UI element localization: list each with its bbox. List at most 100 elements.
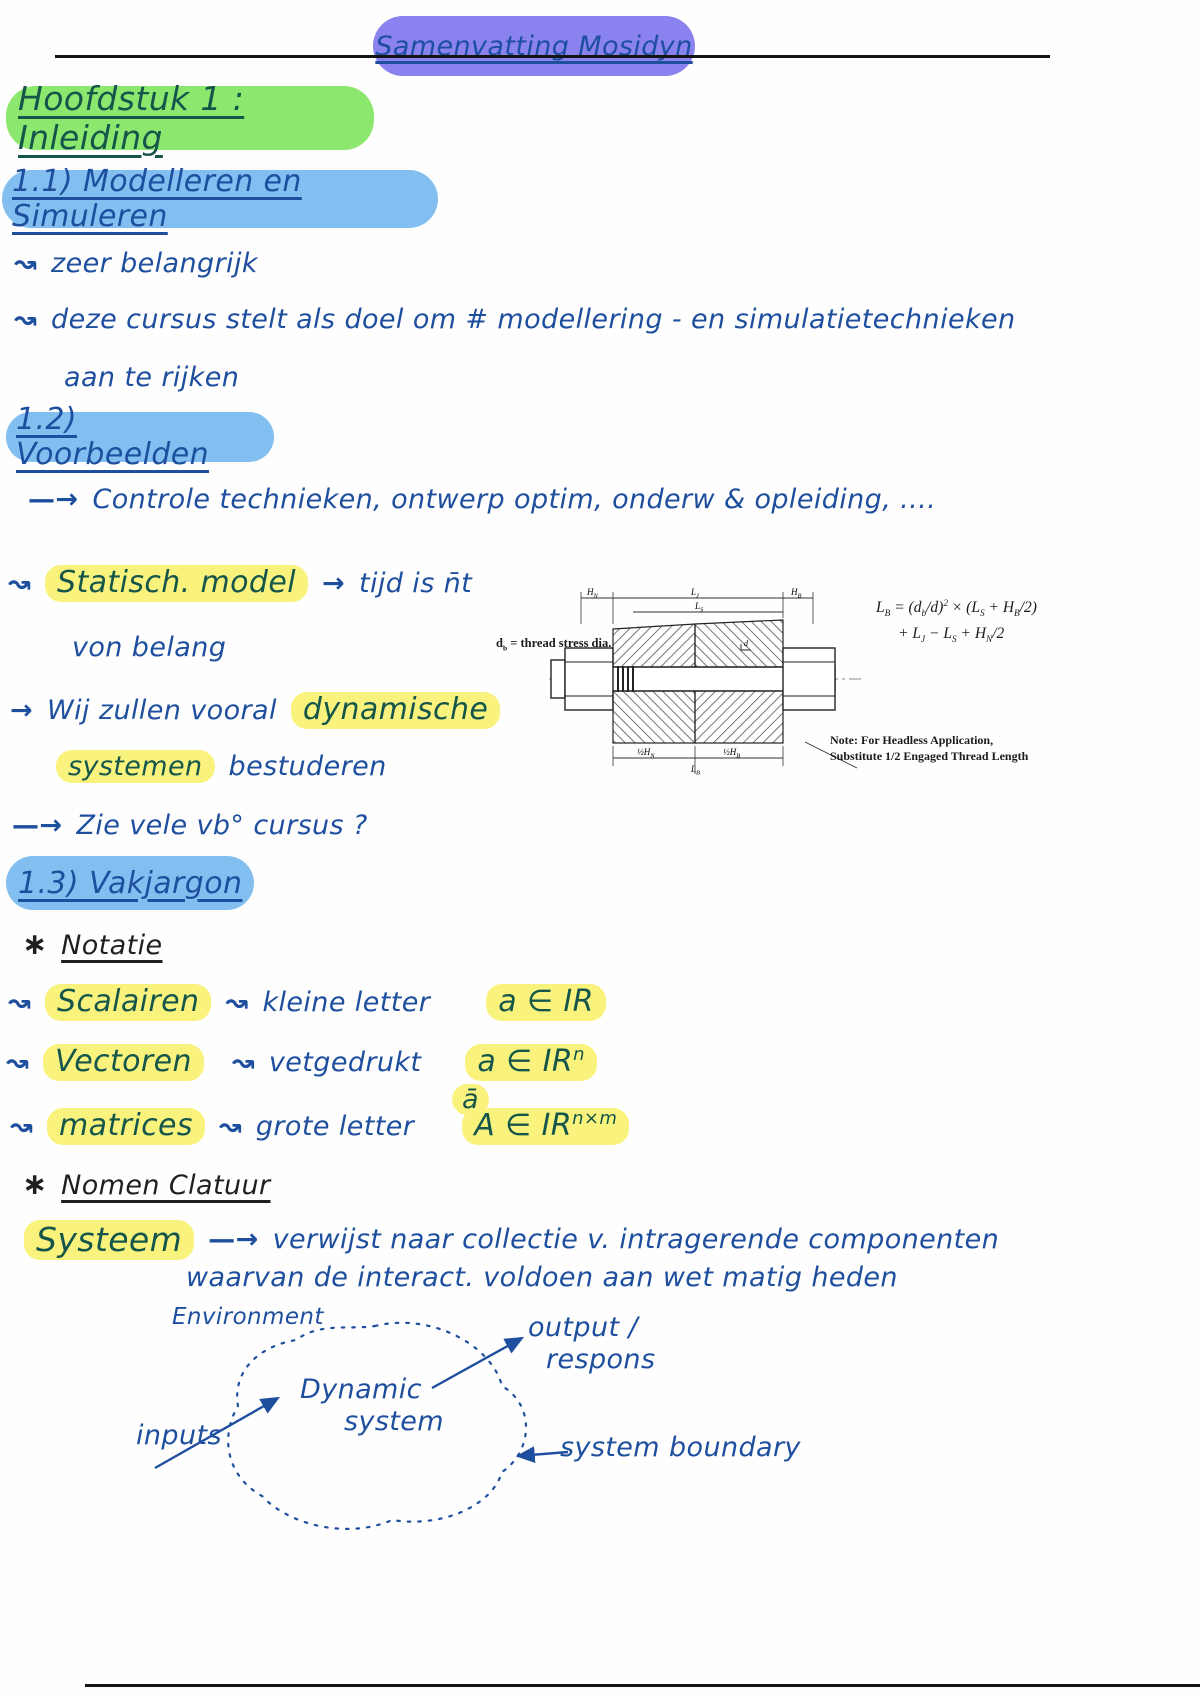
bullet-text: Zie vele vb° cursus ?: [76, 810, 368, 841]
highlight-dynamische: dynamische: [290, 692, 501, 729]
formula-line-1: LB = (db/d)2 × (LS + HB/2): [876, 598, 1037, 620]
wavy-arrow-icon: ↝: [10, 1110, 34, 1142]
bullet-text: Controle technieken, ontwerp optim, onde…: [92, 484, 937, 515]
row-systeem: Systeem —→ verwijst naar collectie v. in…: [24, 1220, 999, 1260]
bullet-zeer-belangrijk: ↝ zeer belangrijk: [14, 248, 258, 279]
output-arrow: [431, 1336, 525, 1390]
highlight-systeem: Systeem: [24, 1220, 195, 1260]
figure-note-line-1: Note: For Headless Application,: [830, 733, 994, 747]
thread-stress-label: db = thread stress dia.: [496, 636, 611, 653]
nomenclatuur-label: Nomen Clatuur: [61, 1169, 271, 1201]
section-1-2-heading: 1.2) Voorbeelden: [16, 402, 210, 472]
section-1-1-heading: 1.1) Modelleren en Simuleren: [12, 164, 302, 234]
thread-label-sub: b: [502, 643, 508, 653]
chapter-heading-highlight: Hoofdstuk 1 : Inleiding: [6, 79, 374, 157]
vectoren-math: a ∈ IRn: [465, 1044, 597, 1081]
section-1-3-heading: 1.3) Vakjargon: [18, 865, 243, 901]
scalairen-math: a ∈ IR: [486, 984, 606, 1021]
vectoren-math-sup: n: [573, 1044, 585, 1065]
section-1-1-heading-highlight: 1.1) Modelleren en Simuleren: [2, 164, 438, 234]
matrices-math-sup: n×m: [572, 1108, 618, 1129]
page-title-highlight: Samenvatting Mosidyn: [373, 16, 695, 76]
bolt-joint-drawing: HN LJ HB LS d ½HN ½HB LB: [549, 587, 861, 777]
dim-label-lb: LB: [690, 764, 700, 777]
boundary-pointer-arrow: [515, 1446, 569, 1464]
dim-label-half-hn: ½HN: [637, 747, 655, 760]
dim-label-lj: LJ: [690, 587, 700, 600]
bottom-rule: [85, 1684, 1200, 1687]
bolt-head: [564, 647, 614, 711]
thread-label-rest: = thread stress dia.: [507, 636, 612, 650]
matrices-desc: grote letter: [255, 1110, 415, 1142]
vectoren-math-base: a ∈ IR: [477, 1044, 574, 1079]
long-arrow-icon: —→: [12, 810, 63, 841]
sketch-output-label-1: output /: [528, 1312, 638, 1343]
plate-bottom-left: [612, 690, 696, 744]
sketch-boundary-label: system boundary: [560, 1432, 801, 1463]
section-1-3-heading-highlight: 1.3) Vakjargon: [6, 856, 254, 910]
d-bracket: [740, 644, 751, 651]
inputs-arrow: [154, 1396, 281, 1470]
dim-label-ls: LS: [694, 601, 704, 614]
nomenclatuur-heading: ∗ Nomen Clatuur: [22, 1167, 271, 1203]
vectoren-desc: vetgedrukt: [268, 1046, 422, 1078]
bullet-statisch-model: ↝ Statisch. model → tijd is n̄t: [8, 565, 472, 602]
arrow-icon: →: [321, 567, 345, 599]
dim-label-half-hb: ½HB: [723, 747, 740, 760]
asterisk-icon: ∗: [22, 1167, 48, 1202]
wavy-arrow-icon: ↝: [8, 986, 32, 1018]
bullet-text: zeer belangrijk: [51, 248, 258, 279]
system-boundary-sketch: [154, 1321, 569, 1530]
bullet-voorbeelden-lijst: —→ Controle technieken, ontwerp optim, o…: [28, 484, 936, 515]
bullet-text: tijd is n̄t: [358, 567, 473, 599]
wavy-arrow-icon: ↝: [14, 248, 38, 279]
bullet-statisch-model-cont: von belang: [72, 632, 227, 663]
bullet-dynamische: → Wij zullen vooral dynamische: [10, 692, 501, 729]
dim-label-d: d: [744, 639, 749, 648]
row-scalairen: ↝ Scalairen ↝ kleine letter a ∈ IR: [8, 984, 606, 1021]
plate-top-right: [694, 619, 784, 668]
wavy-arrow-icon: ↝: [218, 1110, 242, 1142]
highlight-statisch-model: Statisch. model: [45, 565, 308, 602]
nut: [782, 647, 836, 711]
plate-top-left: [612, 623, 696, 668]
asterisk-icon: ∗: [22, 927, 48, 962]
long-arrow-icon: —→: [28, 484, 79, 515]
top-rule: [55, 55, 1050, 58]
thread-label-d: d: [496, 636, 503, 650]
wavy-arrow-icon: ↝: [14, 304, 38, 335]
bullet-cursus-doel-cont: aan te rijken: [64, 362, 240, 393]
row-matrices: ↝ matrices ↝ grote letter A ∈ IRn×m: [10, 1108, 630, 1145]
chapter-heading: Hoofdstuk 1 : Inleiding: [18, 79, 245, 157]
plate-bottom-right: [694, 690, 784, 744]
arrow-icon: →: [10, 694, 34, 726]
bullet-text: deze cursus stelt als doel om # modeller…: [51, 304, 1016, 335]
bolt-length-formula: LB = (db/d)2 × (LS + HB/2) + LJ − LS + H…: [876, 596, 1086, 648]
sketch-inputs-label: inputs: [136, 1420, 222, 1451]
highlight-scalairen: Scalairen: [45, 984, 212, 1021]
figure-note-line-2: Substitute 1/2 Engaged Thread Length: [830, 749, 1029, 764]
highlight-vectoren: Vectoren: [43, 1044, 204, 1081]
dim-label-hn: HN: [586, 587, 599, 600]
wavy-arrow-icon: ↝: [6, 1046, 30, 1078]
systeem-def-line1: verwijst naar collectie v. intragerende …: [272, 1224, 1000, 1256]
bullet-dynamische-cont: systemen bestuderen: [56, 750, 387, 784]
matrices-math-base: A ∈ IR: [474, 1108, 573, 1143]
long-arrow-icon: —→: [208, 1224, 259, 1256]
systeem-def-line2: waarvan de interact. voldoen aan wet mat…: [186, 1262, 898, 1293]
sketch-system-label: system: [344, 1406, 445, 1437]
bullet-cursus-doel: ↝ deze cursus stelt als doel om # modell…: [14, 304, 1016, 335]
highlight-matrices: matrices: [47, 1108, 205, 1145]
row-vectoren: ↝ Vectoren ↝ vetgedrukt a ∈ IRn: [6, 1044, 597, 1081]
formula-line-2: + LJ − LS + HN/2: [898, 624, 1005, 646]
bullet-text: bestuderen: [228, 751, 387, 782]
sketch-dynamic-label: Dynamic: [300, 1374, 422, 1405]
scalairen-desc: kleine letter: [262, 986, 431, 1018]
notatie-heading: ∗ Notatie: [22, 927, 163, 963]
wavy-arrow-icon: ↝: [225, 986, 249, 1018]
bullet-zie-voorbeelden: —→ Zie vele vb° cursus ?: [12, 810, 368, 841]
sketch-environment-label: Environment: [172, 1304, 324, 1330]
matrices-math: A ∈ IRn×m: [462, 1108, 630, 1145]
section-1-2-heading-highlight: 1.2) Voorbeelden: [6, 402, 274, 472]
